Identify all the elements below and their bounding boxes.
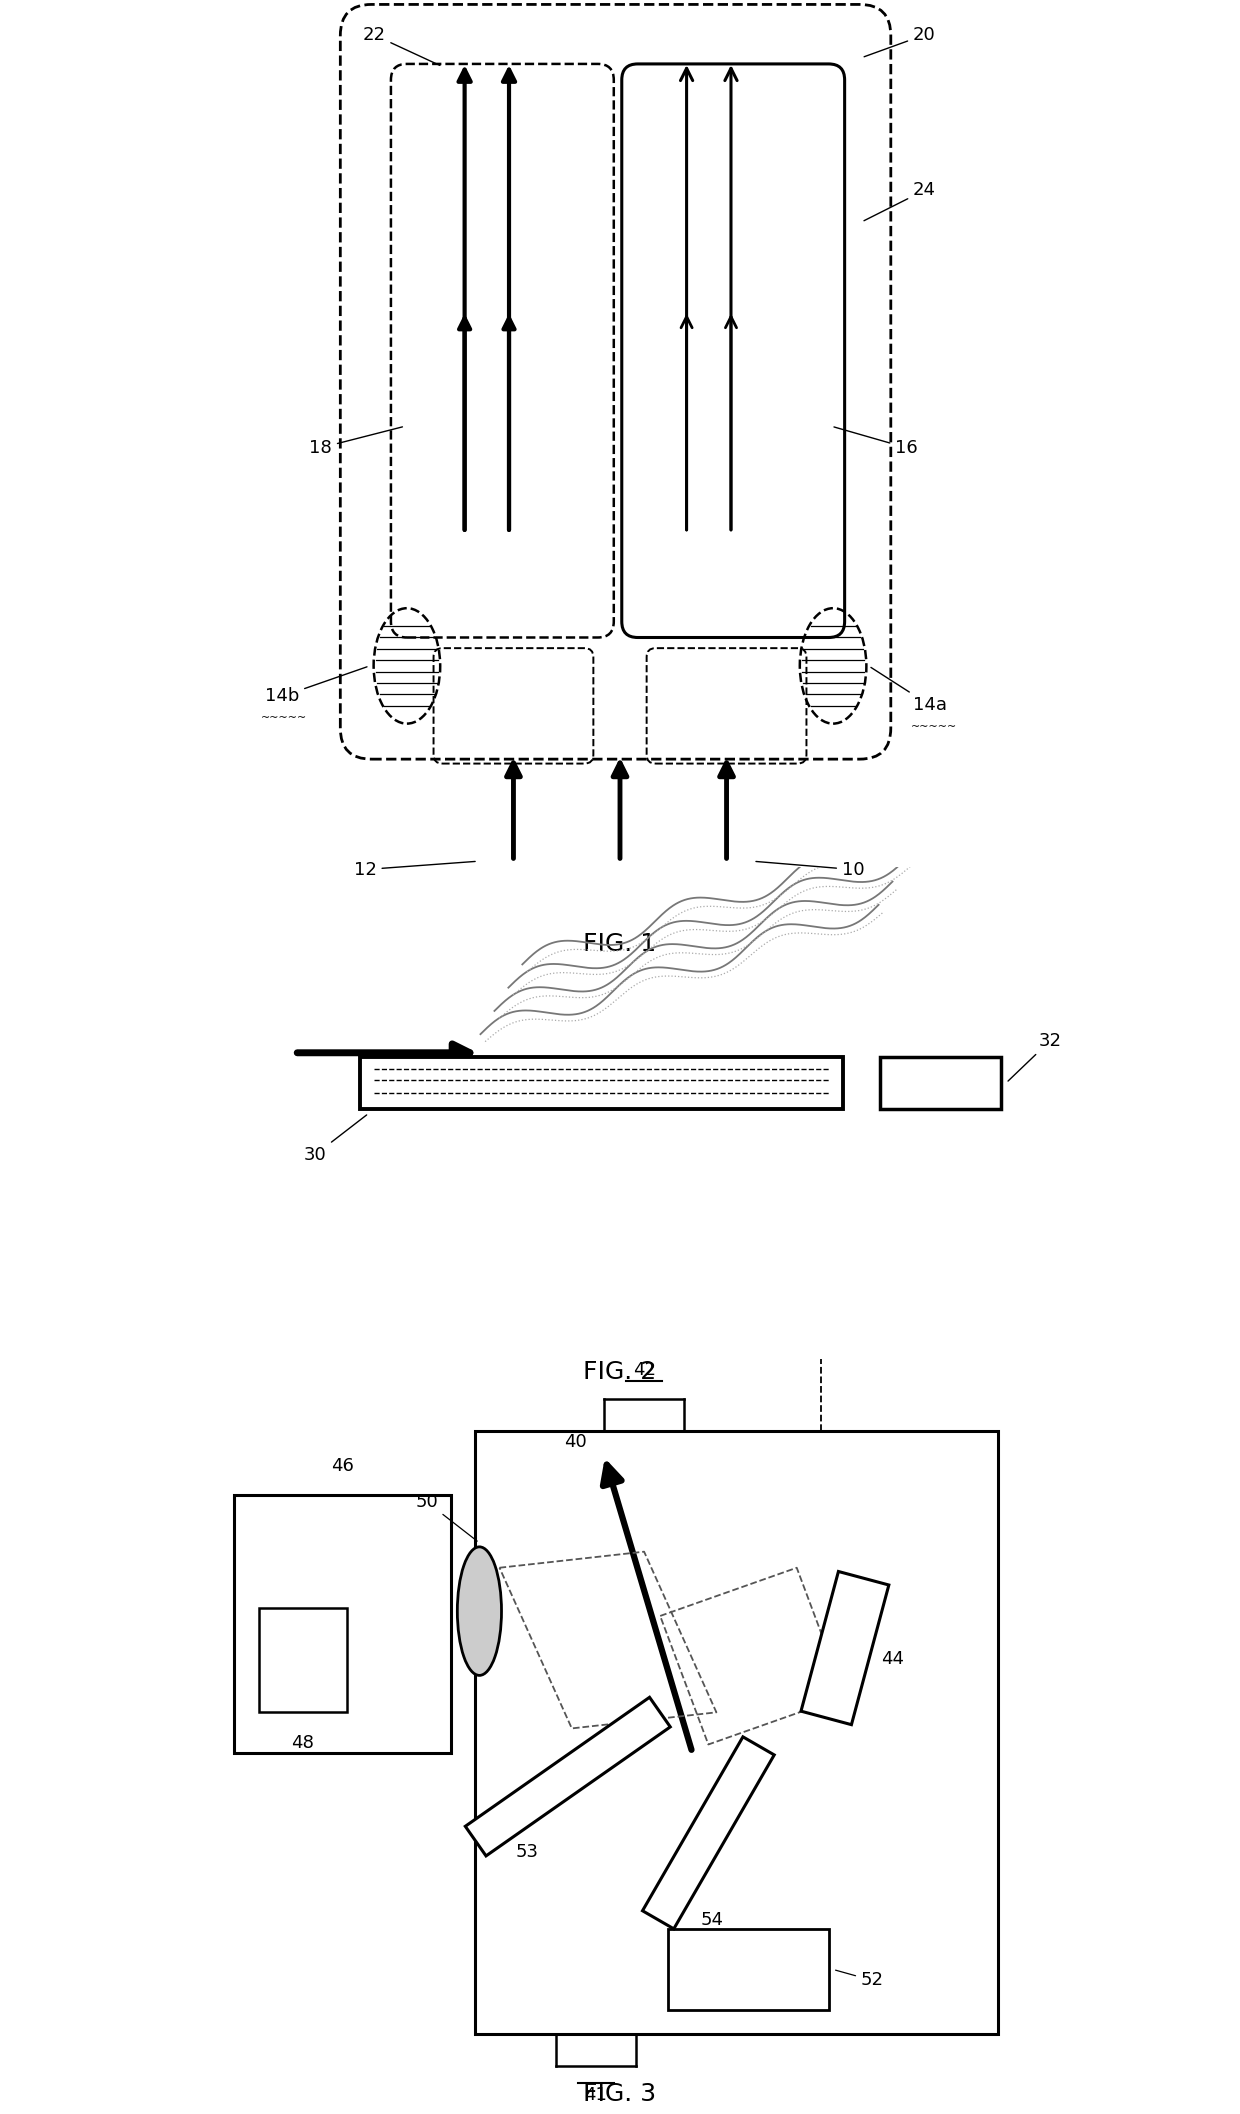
Text: 54: 54 [701,1911,723,1930]
Bar [258,1609,347,1712]
Text: 24: 24 [864,182,936,220]
Text: ~~~~~: ~~~~~ [260,712,306,723]
Text: 42: 42 [632,1361,656,1378]
Text: 41: 41 [584,2087,608,2103]
Ellipse shape [458,1547,501,1676]
Text: 22: 22 [362,25,440,66]
Text: 30: 30 [304,1114,367,1163]
Text: 52: 52 [836,1970,884,1989]
Text: 14a: 14a [870,668,947,715]
Text: FIG. 1: FIG. 1 [584,932,656,956]
Polygon shape [642,1738,774,1928]
Text: 18: 18 [309,427,403,457]
Text: 53: 53 [516,1843,538,1860]
Text: 40: 40 [564,1433,587,1450]
Polygon shape [801,1571,889,1725]
Text: FIG. 2: FIG. 2 [583,1359,657,1385]
Bar [360,1057,843,1108]
Text: 46: 46 [331,1457,355,1476]
Text: 10: 10 [756,860,864,879]
Text: FIG. 3: FIG. 3 [584,2082,656,2106]
Text: ~~~~~: ~~~~~ [911,721,957,731]
Bar [475,1431,997,2034]
Text: 44: 44 [882,1651,904,1668]
Text: 32: 32 [1008,1032,1061,1080]
Polygon shape [465,1698,671,1856]
Text: 50: 50 [415,1492,477,1541]
Bar [668,1930,828,2010]
Text: 14b: 14b [265,666,367,706]
Text: 20: 20 [864,25,936,57]
Bar [234,1495,451,1753]
Text: 16: 16 [835,427,918,457]
Bar [880,1057,1002,1108]
Text: 48: 48 [291,1733,314,1753]
Text: 12: 12 [353,860,475,879]
